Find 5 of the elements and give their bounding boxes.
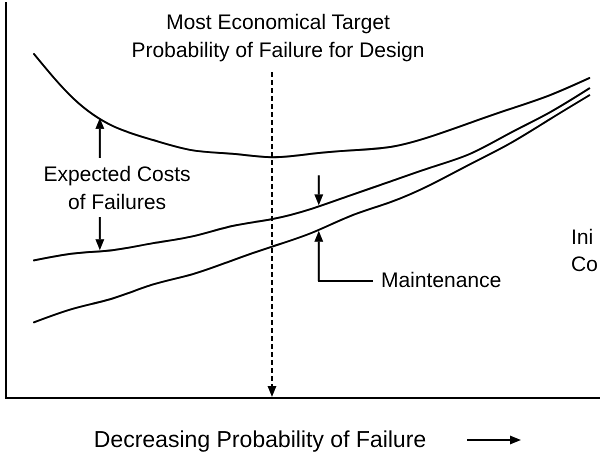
annotation: Ini Co: [571, 226, 598, 276]
x-axis-title: Decreasing Probability of Failure: [94, 426, 426, 452]
annotation: Expected Costs of Failures: [43, 163, 191, 214]
annotation: Maintenance: [381, 269, 502, 292]
annotation: Most Economical Target Probability of Failure for Design: [132, 11, 424, 62]
